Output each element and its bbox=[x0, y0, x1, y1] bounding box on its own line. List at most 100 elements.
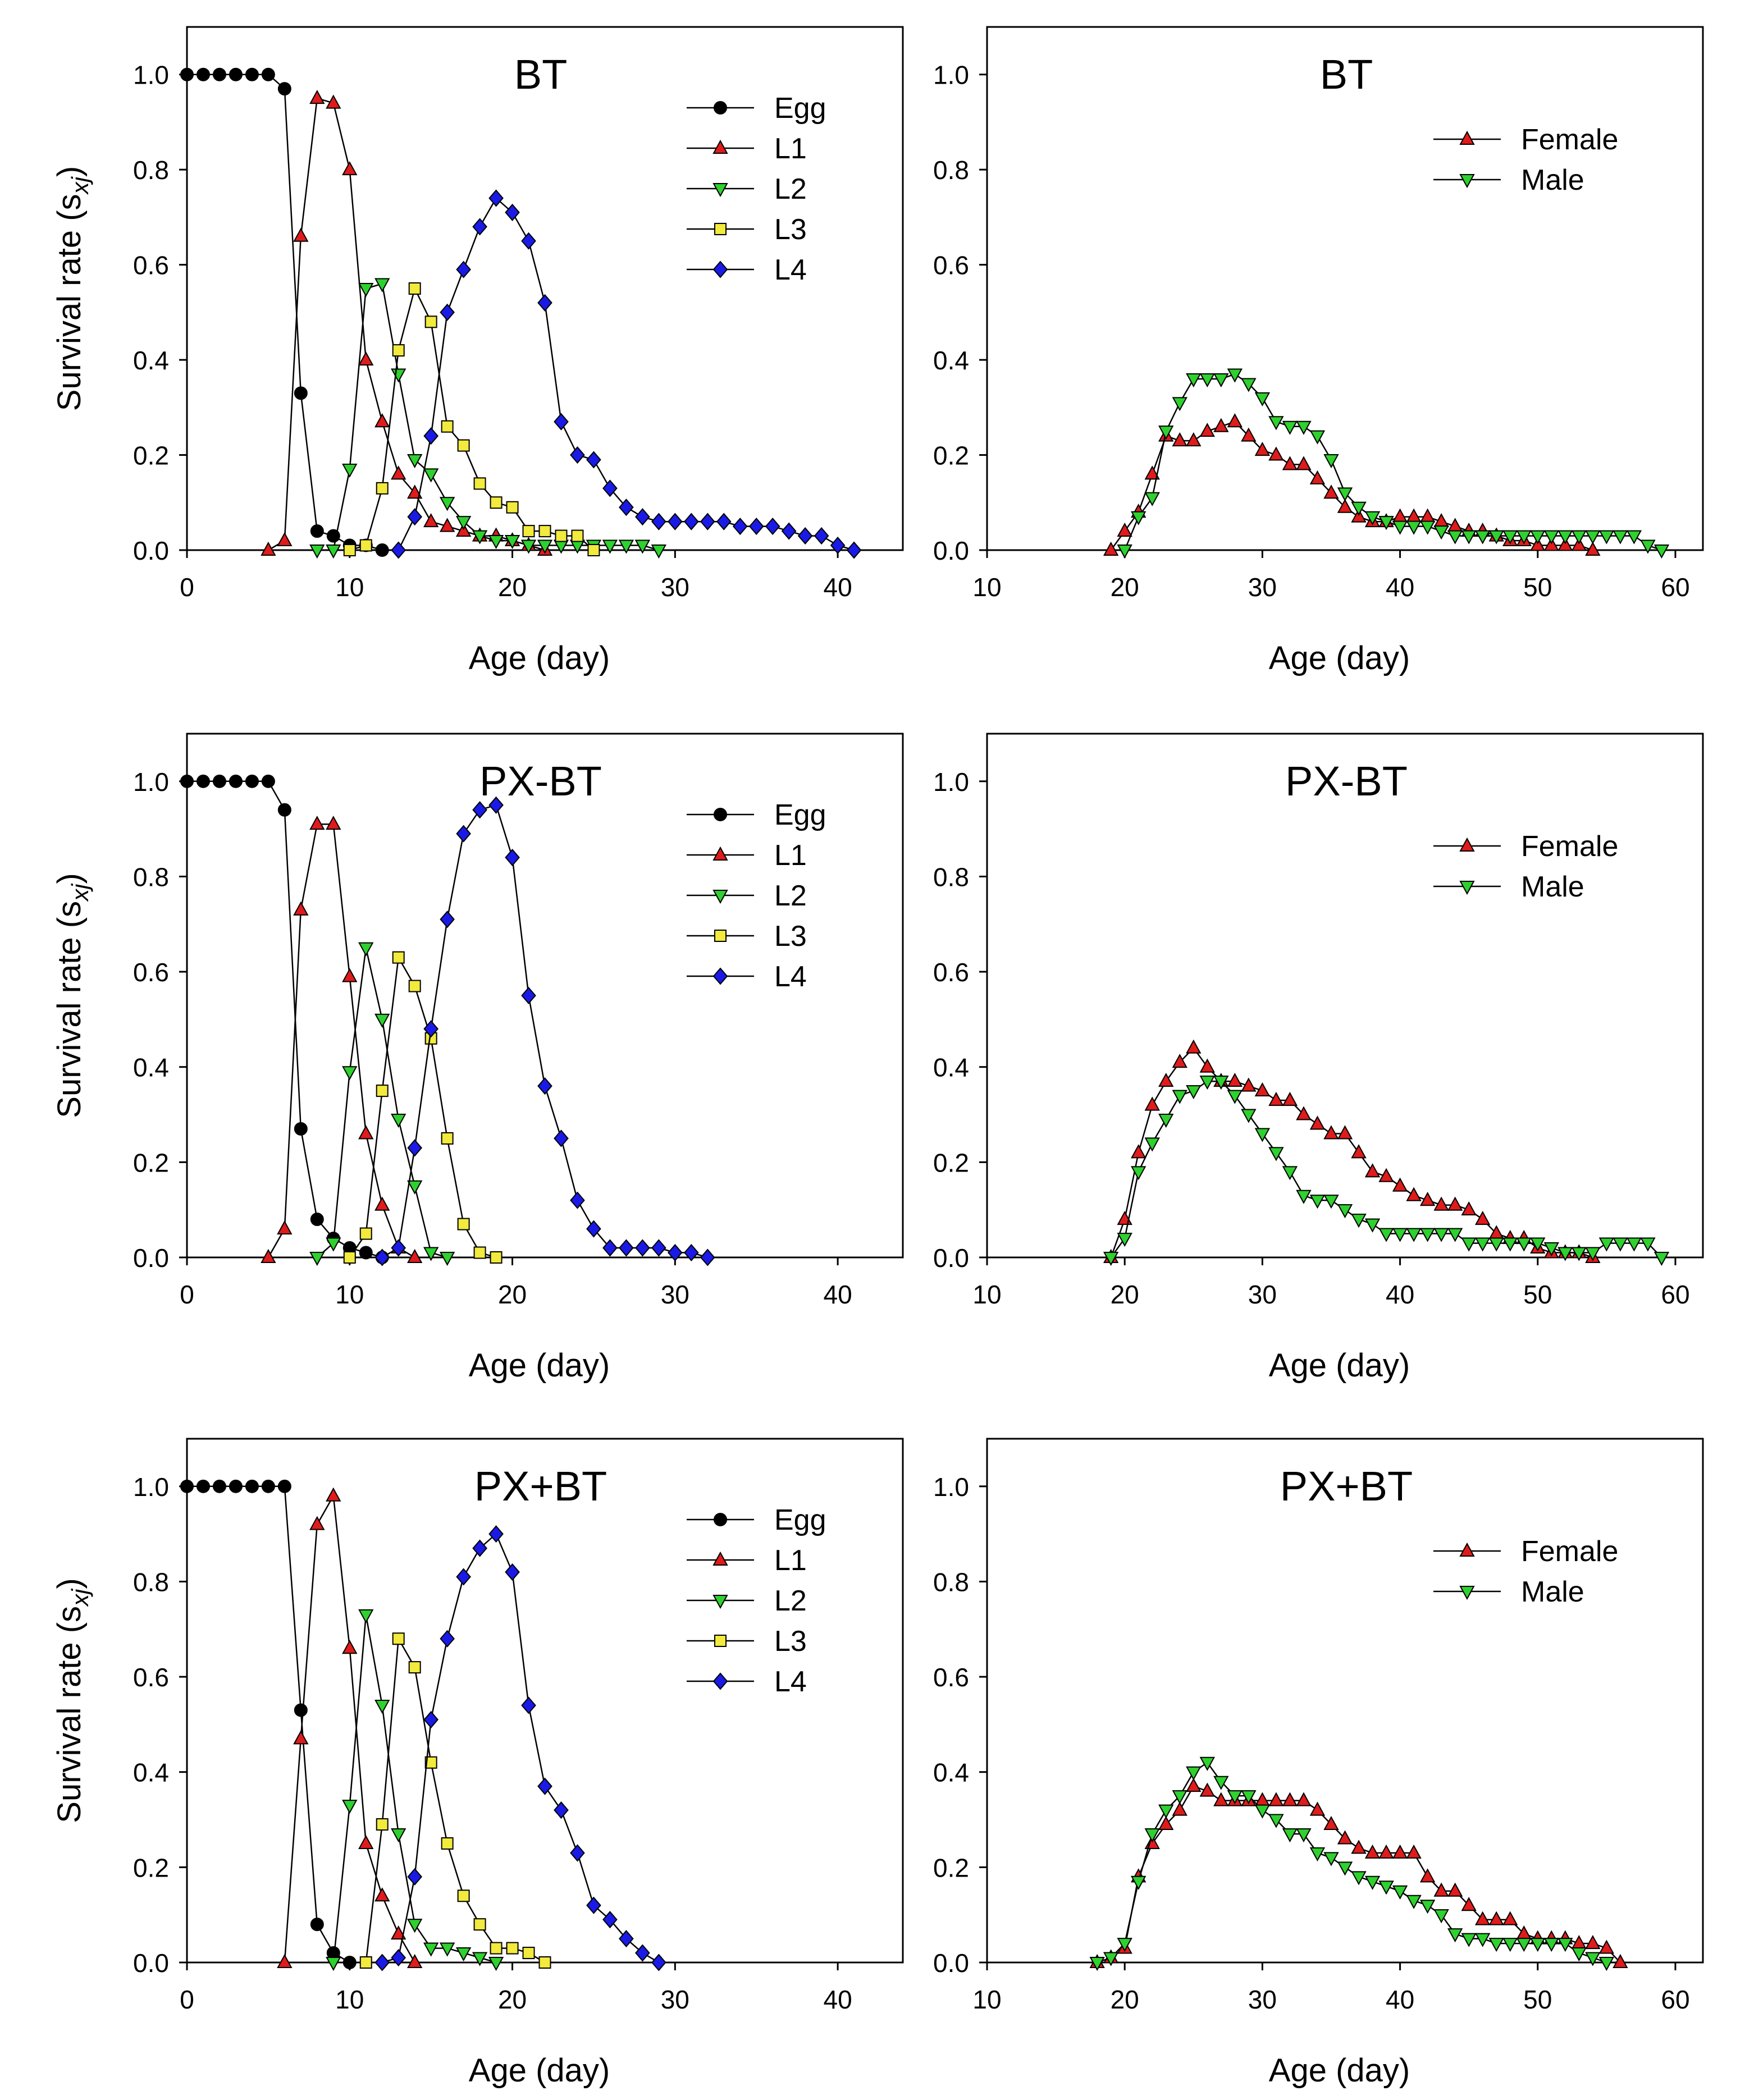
data-point bbox=[472, 530, 488, 545]
data-point bbox=[293, 227, 309, 242]
data-point bbox=[1433, 1909, 1449, 1924]
data-point bbox=[342, 1800, 358, 1814]
data-point bbox=[358, 1125, 374, 1140]
data-point bbox=[1461, 1933, 1477, 1947]
legend-marker bbox=[1459, 881, 1475, 895]
y-tick-label: 0.6 bbox=[933, 958, 969, 987]
data-point bbox=[814, 527, 829, 545]
y-tick-label: 0.4 bbox=[933, 1053, 969, 1082]
legend-label: Male bbox=[1521, 871, 1584, 903]
data-point bbox=[570, 1191, 585, 1209]
data-point bbox=[586, 1220, 601, 1238]
data-point bbox=[391, 368, 406, 383]
y-tick-label: 0.2 bbox=[133, 1853, 169, 1882]
data-point bbox=[374, 1887, 390, 1902]
data-point bbox=[374, 1699, 390, 1714]
data-point bbox=[1241, 378, 1257, 392]
data-point bbox=[668, 513, 683, 530]
data-point bbox=[441, 420, 454, 433]
x-tick-label: 20 bbox=[498, 573, 527, 602]
legend-marker bbox=[712, 1672, 728, 1690]
data-point bbox=[1158, 1804, 1174, 1819]
data-point bbox=[1406, 508, 1422, 523]
x-tick-label: 60 bbox=[1661, 573, 1689, 602]
legend: Female Male bbox=[1433, 1535, 1618, 1608]
data-point bbox=[1186, 373, 1202, 388]
data-point bbox=[1433, 1882, 1449, 1897]
data-point bbox=[1268, 1814, 1284, 1828]
series-l4 bbox=[391, 189, 862, 559]
legend-marker bbox=[712, 967, 728, 985]
data-point bbox=[472, 1539, 487, 1557]
legend-label: L4 bbox=[774, 1666, 807, 1698]
data-point bbox=[440, 911, 455, 928]
data-point bbox=[1475, 1211, 1491, 1225]
data-point bbox=[1282, 1792, 1298, 1806]
data-point bbox=[1557, 1247, 1573, 1261]
data-point bbox=[406, 1248, 423, 1263]
data-point bbox=[309, 1252, 325, 1266]
y-tick-label: 0.2 bbox=[133, 441, 169, 470]
data-point bbox=[408, 980, 421, 992]
data-point bbox=[504, 535, 520, 550]
data-point bbox=[522, 525, 535, 538]
data-point bbox=[1543, 1938, 1559, 1952]
data-point bbox=[245, 774, 259, 788]
data-point bbox=[1392, 1228, 1408, 1242]
data-point bbox=[668, 1243, 683, 1262]
data-point bbox=[1364, 1163, 1381, 1178]
series-l3 bbox=[343, 951, 503, 1264]
series-line bbox=[365, 1636, 546, 1964]
data-point bbox=[1419, 520, 1436, 535]
data-point bbox=[326, 1237, 341, 1252]
y-axis-label-main: Survival rate (s bbox=[51, 194, 88, 411]
data-point bbox=[1461, 530, 1477, 545]
data-point bbox=[229, 1479, 243, 1493]
data-point bbox=[457, 1889, 470, 1902]
data-point bbox=[441, 1837, 454, 1850]
data-point bbox=[1158, 1815, 1174, 1831]
data-point bbox=[490, 1251, 503, 1264]
legend-marker bbox=[1459, 837, 1475, 852]
data-point bbox=[1227, 368, 1243, 383]
data-point bbox=[1433, 1228, 1449, 1242]
data-point bbox=[505, 1563, 520, 1581]
data-point bbox=[1213, 418, 1229, 432]
data-point bbox=[1199, 1756, 1215, 1771]
legend-label: Egg bbox=[774, 799, 826, 831]
data-point bbox=[196, 1479, 210, 1493]
data-point bbox=[1530, 530, 1546, 545]
data-point bbox=[472, 1952, 488, 1966]
legend-marker bbox=[714, 1513, 727, 1526]
legend-label: L3 bbox=[774, 920, 807, 953]
x-tick-label: 10 bbox=[972, 573, 1001, 602]
data-point bbox=[1282, 1092, 1298, 1106]
data-point bbox=[781, 522, 797, 540]
data-point bbox=[1199, 1058, 1215, 1073]
data-point bbox=[1447, 1228, 1463, 1242]
data-point bbox=[1282, 420, 1298, 435]
chart-pxbt-minus-adult: 0.0 0.2 0.4 0.6 0.8 1.0 10 20 30 40 50 60 Age (day) P… bbox=[933, 733, 1704, 1384]
series-line bbox=[268, 97, 545, 551]
data-point bbox=[1433, 1196, 1449, 1211]
chart-pxbt-minus-stage: 0.0 0.2 0.4 0.6 0.8 1.0 0 10 20 30 40 Age (day) Surv… bbox=[51, 733, 904, 1384]
data-point bbox=[537, 1777, 552, 1795]
data-point bbox=[602, 479, 618, 497]
data-point bbox=[1144, 1828, 1160, 1843]
series-line bbox=[1124, 373, 1662, 551]
data-point bbox=[1475, 1911, 1491, 1925]
data-point bbox=[212, 1479, 226, 1493]
data-point bbox=[391, 1925, 406, 1940]
data-point bbox=[1241, 1077, 1257, 1092]
data-point bbox=[229, 67, 243, 81]
y-tick-label: 0.6 bbox=[133, 1663, 169, 1692]
data-point bbox=[505, 848, 520, 867]
data-point bbox=[392, 1632, 405, 1645]
data-point bbox=[1640, 539, 1656, 554]
data-point bbox=[506, 501, 519, 514]
y-tick-label: 0.4 bbox=[933, 346, 969, 375]
data-point bbox=[309, 816, 325, 830]
data-point bbox=[277, 803, 291, 817]
data-point bbox=[343, 544, 356, 556]
data-point bbox=[455, 1947, 472, 1962]
